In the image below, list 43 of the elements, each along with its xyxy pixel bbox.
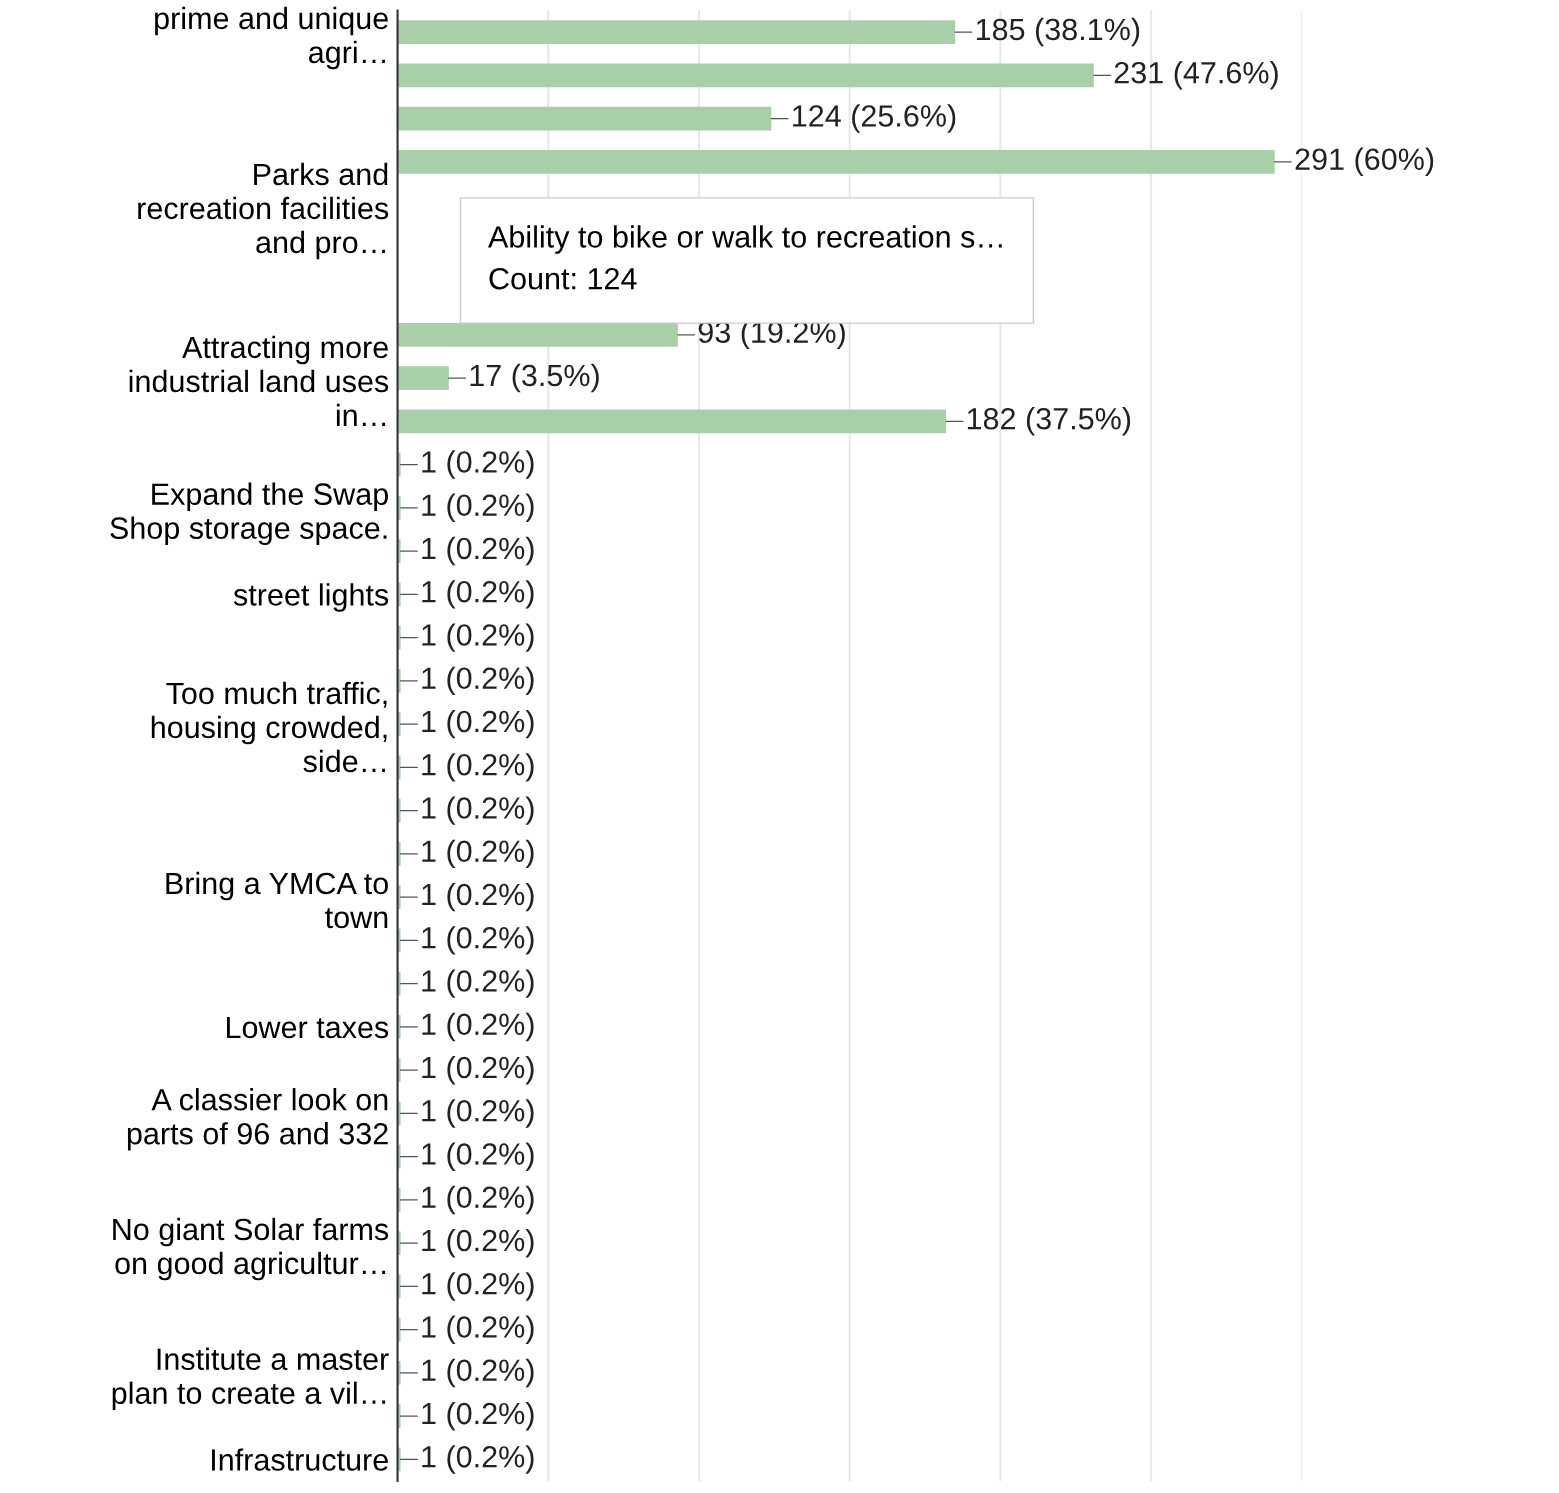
data-label: 1 (0.2%) xyxy=(422,1055,534,1085)
data-label: 1 (0.2%) xyxy=(422,753,534,782)
y-tick-label: Parks and recreation facilities and pro… xyxy=(138,162,389,260)
data-label: 1 (0.2%) xyxy=(422,1445,534,1474)
data-label: 1 (0.2%) xyxy=(422,666,534,696)
data-label: 1 (0.2%) xyxy=(422,536,534,566)
data-label: 1 (0.2%) xyxy=(422,1401,534,1431)
data-label: 1 (0.2%) xyxy=(422,1099,534,1128)
data-label: 1 (0.2%) xyxy=(422,796,534,825)
y-tick-label: Bring a YMCA to town xyxy=(166,871,388,929)
data-label: 1 (0.2%) xyxy=(422,882,534,912)
data-label: 1 (0.2%) xyxy=(422,623,534,652)
y-tick-label: Attracting more industrial land uses in… xyxy=(129,335,389,426)
data-label: 17 (3.5%) xyxy=(470,363,599,393)
y-tick-label: prime and unique agri… xyxy=(155,6,388,70)
data-label: 1 (0.2%) xyxy=(422,450,534,479)
data-label: 1 (0.2%) xyxy=(422,1228,534,1258)
annotation: Ability to bike or walk to recreation s… Count: 124 xyxy=(488,225,1002,290)
y-tick-label: Lower taxes xyxy=(226,1016,389,1039)
y-tick-label: Institute a master plan to create a vil… xyxy=(112,1347,389,1411)
data-label: 1 (0.2%) xyxy=(422,493,534,523)
data-label: 185 (38.1%) xyxy=(976,17,1140,47)
data-label: 1 (0.2%) xyxy=(422,969,534,998)
data-label: 231 (47.6%) xyxy=(1114,61,1278,90)
data-label: 1 (0.2%) xyxy=(422,926,534,955)
data-label: 182 (37.5%) xyxy=(967,407,1131,436)
data-label: 1 (0.2%) xyxy=(422,1185,534,1215)
data-label: 124 (25.6%) xyxy=(793,104,956,133)
y-tick-label: street lights xyxy=(233,583,389,612)
y-tick-label: Infrastructure xyxy=(212,1448,388,1471)
data-label: 1 (0.2%) xyxy=(422,1012,534,1042)
data-label: 1 (0.2%) xyxy=(422,1315,534,1344)
data-label: 1 (0.2%) xyxy=(422,1272,534,1301)
data-label: 1 (0.2%) xyxy=(422,580,534,609)
y-tick-label: Expand the Swap Shop storage space. xyxy=(110,482,388,546)
y-tick-label: A classier look on parts of 96 and 332 xyxy=(127,1088,388,1151)
data-label: 1 (0.2%) xyxy=(422,1142,534,1171)
data-label: 1 (0.2%) xyxy=(422,839,534,869)
data-label: 1 (0.2%) xyxy=(422,1358,534,1388)
y-tick-label: No giant Solar farms on good agricultur… xyxy=(113,1217,389,1281)
y-tick-label: Too much traffic, housing crowded, side… xyxy=(151,681,387,773)
data-label: 1 (0.2%) xyxy=(422,709,534,739)
data-label: 291 (60%) xyxy=(1295,147,1434,177)
